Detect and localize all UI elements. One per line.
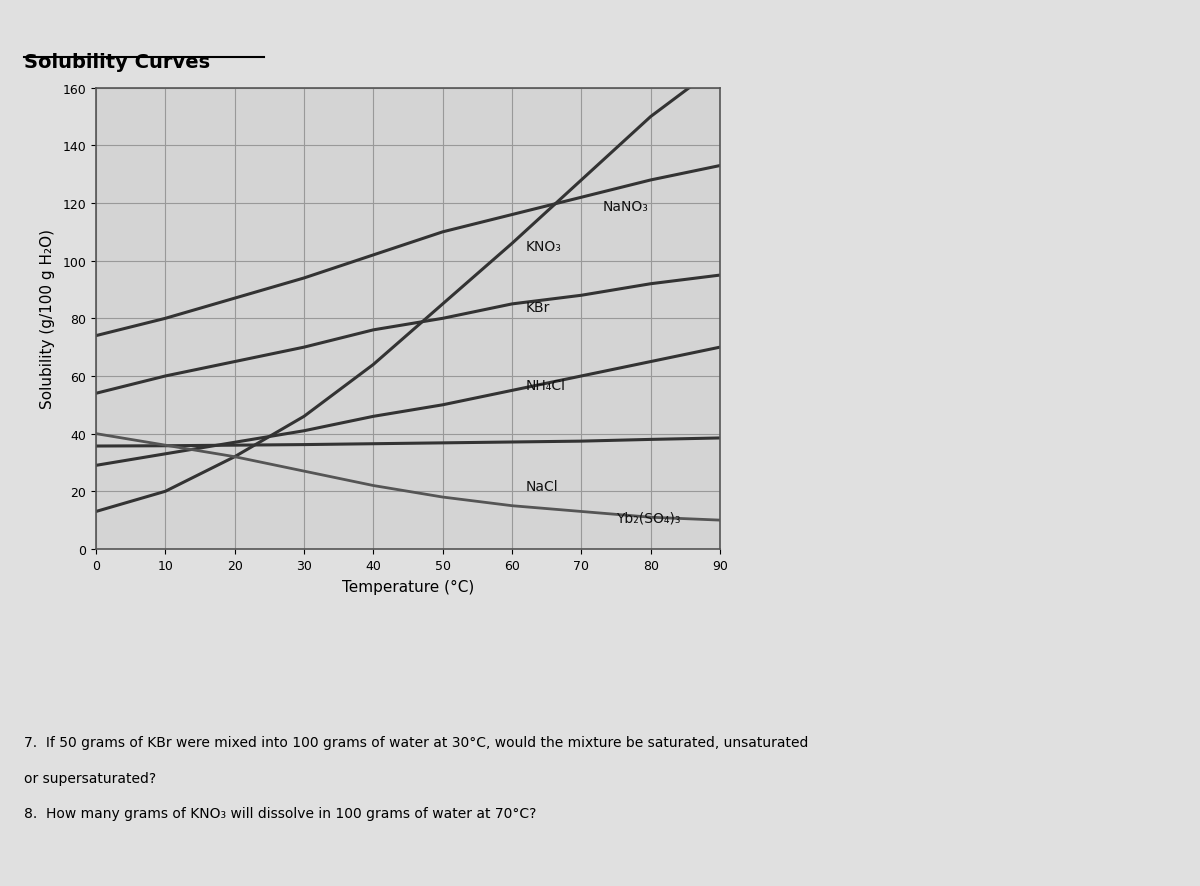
Text: KBr: KBr — [526, 300, 551, 315]
Text: NaCl: NaCl — [526, 479, 558, 493]
X-axis label: Temperature (°C): Temperature (°C) — [342, 579, 474, 594]
Text: NaNO₃: NaNO₃ — [602, 199, 648, 214]
Text: 8.  How many grams of KNO₃ will dissolve in 100 grams of water at 70°C?: 8. How many grams of KNO₃ will dissolve … — [24, 806, 536, 820]
Text: 7.  If 50 grams of KBr were mixed into 100 grams of water at 30°C, would the mix: 7. If 50 grams of KBr were mixed into 10… — [24, 735, 809, 750]
Text: KNO₃: KNO₃ — [526, 240, 562, 254]
Text: Yb₂(SO₄)₃: Yb₂(SO₄)₃ — [616, 510, 680, 525]
Text: Solubility Curves: Solubility Curves — [24, 53, 210, 72]
Text: or supersaturated?: or supersaturated? — [24, 771, 156, 785]
Text: NH₄Cl: NH₄Cl — [526, 378, 566, 392]
Y-axis label: Solubility (g/100 g H₂O): Solubility (g/100 g H₂O) — [41, 229, 55, 408]
